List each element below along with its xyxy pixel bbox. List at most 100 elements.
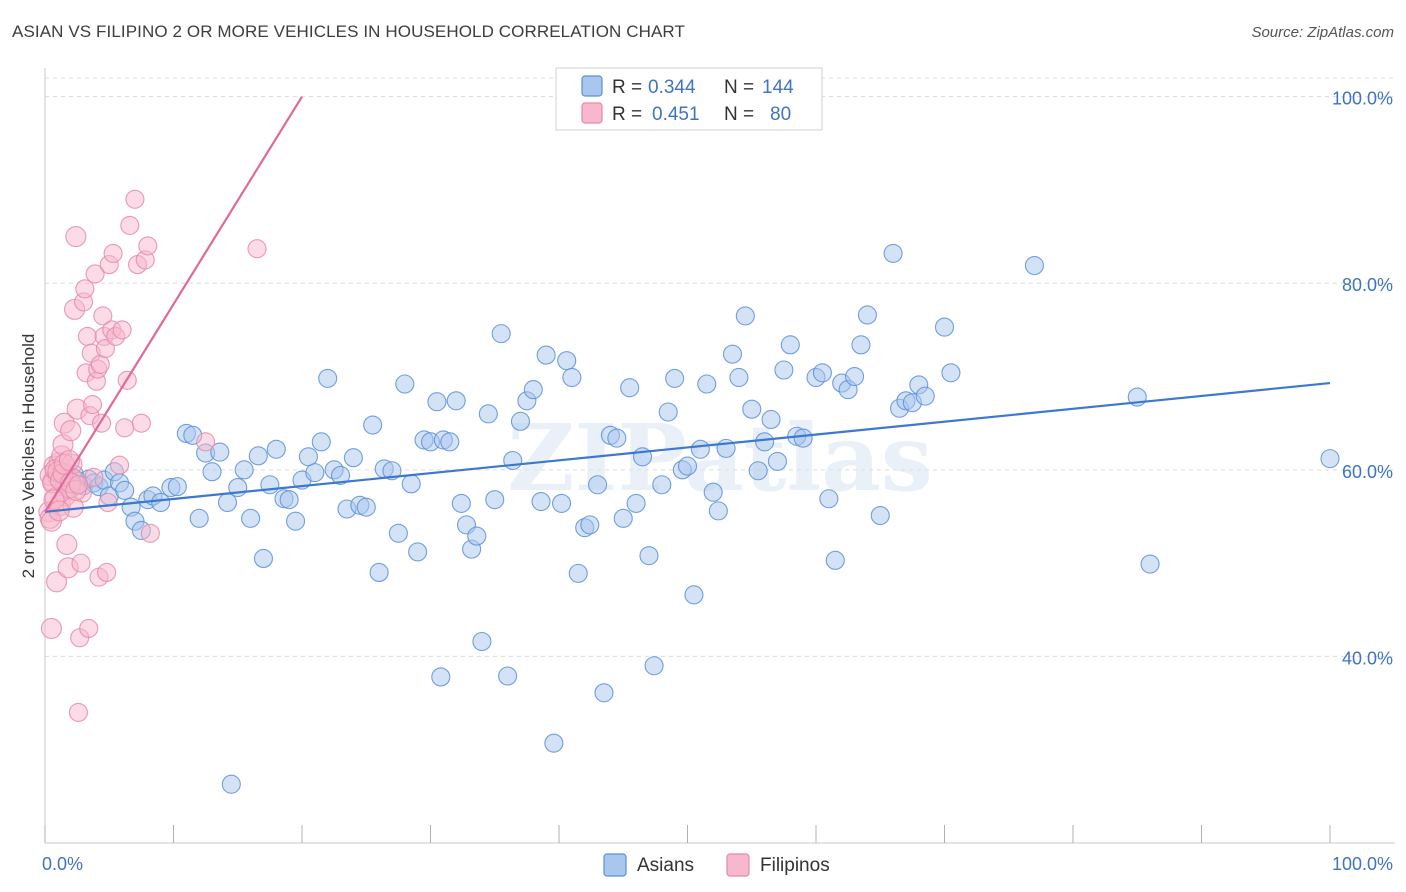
filipino-point: [247, 239, 267, 259]
filipinos-trend-line: [44, 96, 303, 513]
asian-point: [363, 415, 383, 435]
legend: R = 0.344 N = 144 R = 0.451 N = 80: [555, 67, 823, 131]
asian-point: [915, 386, 935, 406]
filipino-point: [196, 432, 216, 452]
bottom-legend-label-asians: Asians: [637, 855, 694, 876]
asian-point: [607, 428, 627, 448]
asian-point: [491, 324, 511, 344]
asian-point: [761, 409, 781, 430]
asian-point: [431, 667, 451, 687]
bottom-legend-label-filipinos: Filipinos: [760, 855, 830, 876]
legend-r-value-asians: 0.344: [648, 77, 696, 98]
filipino-point: [71, 553, 91, 573]
asian-point: [260, 475, 280, 495]
asian-point: [870, 505, 890, 526]
asian-point: [587, 475, 608, 495]
legend-n-value-asians: 144: [762, 77, 794, 98]
asians-points: [50, 243, 1340, 794]
legend-r-label-filipinos: R =: [612, 104, 642, 125]
y-axis-title: 2 or more Vehicles in Household: [19, 334, 38, 579]
asian-point: [562, 367, 582, 388]
asian-point: [151, 492, 171, 513]
legend-r-label-asians: R =: [612, 77, 642, 98]
asian-point: [115, 480, 135, 500]
asian-point: [708, 501, 728, 521]
asian-point: [557, 351, 577, 371]
asian-point: [819, 489, 839, 509]
filipino-point: [93, 306, 113, 326]
asian-point: [748, 461, 768, 481]
axis-layer: 0.0% 100.0%: [42, 68, 1395, 874]
asian-point: [343, 448, 363, 468]
asian-point: [356, 497, 376, 517]
asian-point: [793, 428, 813, 448]
asian-point: [531, 491, 551, 512]
asian-point: [594, 683, 614, 703]
filipino-point: [103, 243, 123, 263]
asian-point: [857, 305, 877, 325]
asian-point: [485, 490, 505, 510]
trend-lines: [44, 96, 1331, 513]
asian-point: [446, 391, 466, 411]
asian-point: [248, 446, 268, 466]
filipino-point: [138, 236, 158, 256]
asian-point: [1024, 255, 1044, 276]
filipino-point: [95, 338, 115, 359]
asian-point: [467, 526, 487, 546]
filipino-point: [56, 533, 78, 556]
filipino-point: [112, 320, 132, 340]
asian-point: [221, 774, 241, 794]
asian-point: [690, 439, 710, 459]
asian-point: [644, 656, 664, 676]
asian-point: [253, 548, 274, 569]
asian-point: [1140, 554, 1160, 574]
asians-trend-line: [44, 381, 1331, 513]
asian-point: [742, 399, 762, 419]
legend-swatch-asians: [581, 75, 603, 97]
asian-point: [472, 631, 492, 652]
asian-point: [767, 451, 788, 471]
asian-point: [697, 374, 717, 394]
y-tick-label: 40.0%: [1342, 648, 1393, 668]
legend-n-label-filipinos: N =: [724, 104, 754, 125]
asian-point: [266, 439, 286, 459]
asian-point: [544, 733, 564, 753]
filipinos-points: [38, 189, 267, 722]
filipino-point: [109, 455, 130, 475]
asian-point: [286, 511, 306, 531]
filipino-point: [68, 702, 88, 722]
legend-r-value-filipinos: 0.451: [652, 104, 700, 125]
filipino-point: [90, 354, 110, 374]
asian-point: [478, 404, 498, 424]
bottom-legend-swatch-filipinos: [726, 853, 750, 877]
asian-point: [580, 515, 600, 535]
asian-point: [755, 432, 775, 452]
asian-point: [652, 475, 672, 495]
filipino-point: [75, 279, 95, 299]
legend-swatch-filipinos: [581, 102, 603, 124]
filipino-point: [140, 523, 160, 543]
filipino-point: [77, 326, 97, 346]
asian-point: [552, 493, 572, 513]
grid-layer: 40.0% 60.0% 80.0% 100.0%: [45, 77, 1395, 668]
asian-point: [703, 482, 723, 502]
asian-point: [440, 432, 460, 452]
asian-point: [189, 508, 209, 528]
legend-n-label-asians: N =: [724, 77, 754, 98]
asian-point: [677, 456, 698, 476]
asian-point: [844, 366, 865, 387]
asian-point: [202, 462, 222, 482]
asian-point: [626, 493, 646, 513]
asian-point: [851, 335, 871, 355]
asian-point: [234, 460, 254, 480]
asian-point: [812, 363, 832, 383]
asian-point: [388, 523, 408, 543]
asian-point: [825, 550, 845, 570]
x-tick-label-max: 100.0%: [1332, 854, 1393, 874]
filipino-point: [120, 215, 140, 235]
filipino-point: [65, 226, 87, 248]
asian-point: [1320, 449, 1340, 469]
asian-point: [498, 666, 518, 686]
y-tick-label: 100.0%: [1332, 89, 1393, 109]
asian-point: [613, 508, 633, 528]
